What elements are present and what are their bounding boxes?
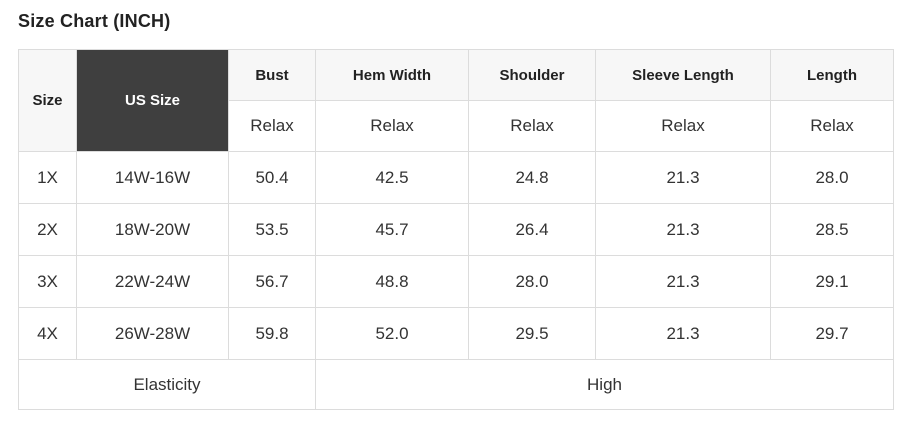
- size-cell: 2X: [18, 203, 77, 256]
- fit-label-bust: Relax: [228, 100, 316, 152]
- hem-width-value: 48.8: [315, 255, 469, 308]
- header-row-fit: Relax Relax Relax Relax Relax: [19, 100, 894, 152]
- hem-width-value: 42.5: [315, 151, 469, 204]
- elasticity-row: Elasticity High: [18, 359, 894, 410]
- column-header-hem-width: Hem Width: [315, 49, 469, 101]
- column-header-length: Length: [770, 49, 894, 101]
- us-size-cell: 22W-24W: [76, 255, 229, 308]
- sleeve-length-value: 21.3: [595, 203, 771, 256]
- us-size-cell: 14W-16W: [76, 151, 229, 204]
- column-header-shoulder: Shoulder: [468, 49, 596, 101]
- size-cell: 1X: [18, 151, 77, 204]
- size-cell: 3X: [18, 255, 77, 308]
- shoulder-value: 29.5: [468, 307, 596, 360]
- fit-label-shoulder: Relax: [468, 100, 596, 152]
- sleeve-length-value: 21.3: [595, 151, 771, 204]
- table-row-4x: 4X 26W-28W 59.8 52.0 29.5 21.3 29.7: [18, 307, 894, 360]
- table-row-3x: 3X 22W-24W 56.7 48.8 28.0 21.3 29.1: [18, 255, 894, 308]
- page-title: Size Chart (INCH): [18, 11, 171, 31]
- bust-value: 56.7: [228, 255, 316, 308]
- column-header-us-size: US Size: [76, 49, 229, 152]
- bust-value: 59.8: [228, 307, 316, 360]
- table-row-1x: 1X 14W-16W 50.4 42.5 24.8 21.3 28.0: [18, 151, 894, 204]
- column-header-sleeve-length: Sleeve Length: [595, 49, 771, 101]
- length-value: 29.1: [770, 255, 894, 308]
- bust-value: 50.4: [228, 151, 316, 204]
- shoulder-value: 24.8: [468, 151, 596, 204]
- fit-label-length: Relax: [770, 100, 894, 152]
- column-header-bust: Bust: [228, 49, 316, 101]
- shoulder-value: 26.4: [468, 203, 596, 256]
- hem-width-value: 52.0: [315, 307, 469, 360]
- shoulder-value: 28.0: [468, 255, 596, 308]
- length-value: 29.7: [770, 307, 894, 360]
- fit-label-sleeve-length: Relax: [595, 100, 771, 152]
- bust-value: 53.5: [228, 203, 316, 256]
- table-row-2x: 2X 18W-20W 53.5 45.7 26.4 21.3 28.5: [18, 203, 894, 256]
- us-size-cell: 18W-20W: [76, 203, 229, 256]
- header-row-measures: Size US Size Bust Hem Width Shoulder Sle…: [18, 49, 894, 152]
- sleeve-length-value: 21.3: [595, 255, 771, 308]
- hem-width-value: 45.7: [315, 203, 469, 256]
- fit-label-hem-width: Relax: [315, 100, 469, 152]
- length-value: 28.0: [770, 151, 894, 204]
- sleeve-length-value: 21.3: [595, 307, 771, 360]
- column-header-size: Size: [18, 49, 77, 152]
- us-size-cell: 26W-28W: [76, 307, 229, 360]
- length-value: 28.5: [770, 203, 894, 256]
- elasticity-label: Elasticity: [18, 359, 316, 410]
- size-cell: 4X: [18, 307, 77, 360]
- elasticity-value: High: [315, 359, 894, 410]
- size-chart-table: Size US Size Bust Hem Width Shoulder Sle…: [18, 49, 894, 410]
